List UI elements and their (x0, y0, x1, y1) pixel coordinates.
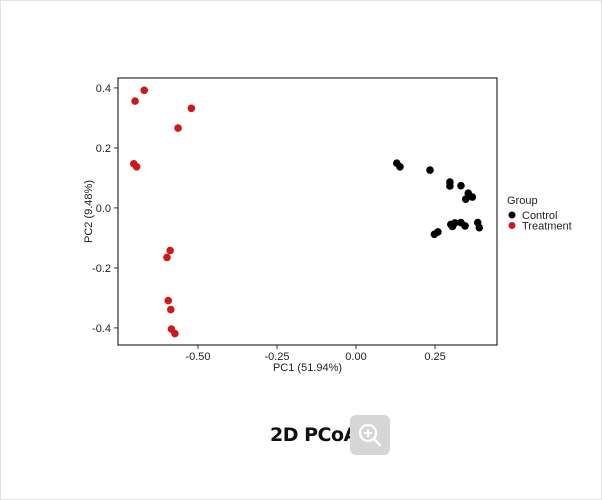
data-point-treatment (164, 296, 173, 305)
data-point-treatment (166, 305, 175, 314)
y-tick-label: 0.0 (96, 203, 111, 215)
legend-label-treatment: Treatment (522, 221, 572, 233)
data-point-control (461, 222, 469, 230)
y-tick-label: -0.2 (92, 263, 111, 275)
y-tick-label: 0.2 (96, 143, 111, 155)
legend-marker-control (508, 211, 516, 219)
legend-label-control: Control (522, 210, 557, 222)
x-tick-label: 0.25 (424, 351, 445, 363)
data-point-treatment (132, 163, 141, 171)
x-tick-label: 0.00 (345, 351, 366, 363)
data-point-treatment (166, 246, 174, 255)
data-point-treatment (131, 97, 139, 105)
data-point-control (446, 182, 454, 190)
y-axis-label: PC2 (9.48%) (83, 180, 95, 243)
zoom-button[interactable] (350, 415, 390, 455)
data-point-control (457, 181, 465, 190)
data-point-control (461, 195, 470, 203)
plot-panel (117, 77, 498, 346)
data-point-treatment (163, 253, 171, 262)
chart-caption: 2D PCoA (270, 424, 358, 446)
zoom-in-icon (358, 423, 382, 447)
legend-marker-treatment (508, 222, 516, 229)
data-point-control (434, 228, 442, 236)
data-point-treatment (187, 104, 196, 113)
x-tick-label: -0.25 (264, 351, 289, 363)
x-axis-label: PC1 (51.94%) (273, 362, 342, 374)
data-point-control (426, 166, 434, 174)
y-tick-label: 0.4 (96, 83, 111, 95)
data-point-treatment (174, 124, 182, 132)
data-point-treatment (171, 329, 179, 338)
data-point-control (475, 223, 484, 232)
data-point-control (468, 193, 477, 201)
data-point-control (447, 220, 455, 229)
x-tick-label: -0.50 (185, 351, 210, 363)
y-tick-label: -0.4 (92, 323, 111, 335)
legend-title: Group (507, 195, 538, 207)
data-point-control (396, 163, 404, 171)
data-point-treatment (140, 86, 149, 95)
